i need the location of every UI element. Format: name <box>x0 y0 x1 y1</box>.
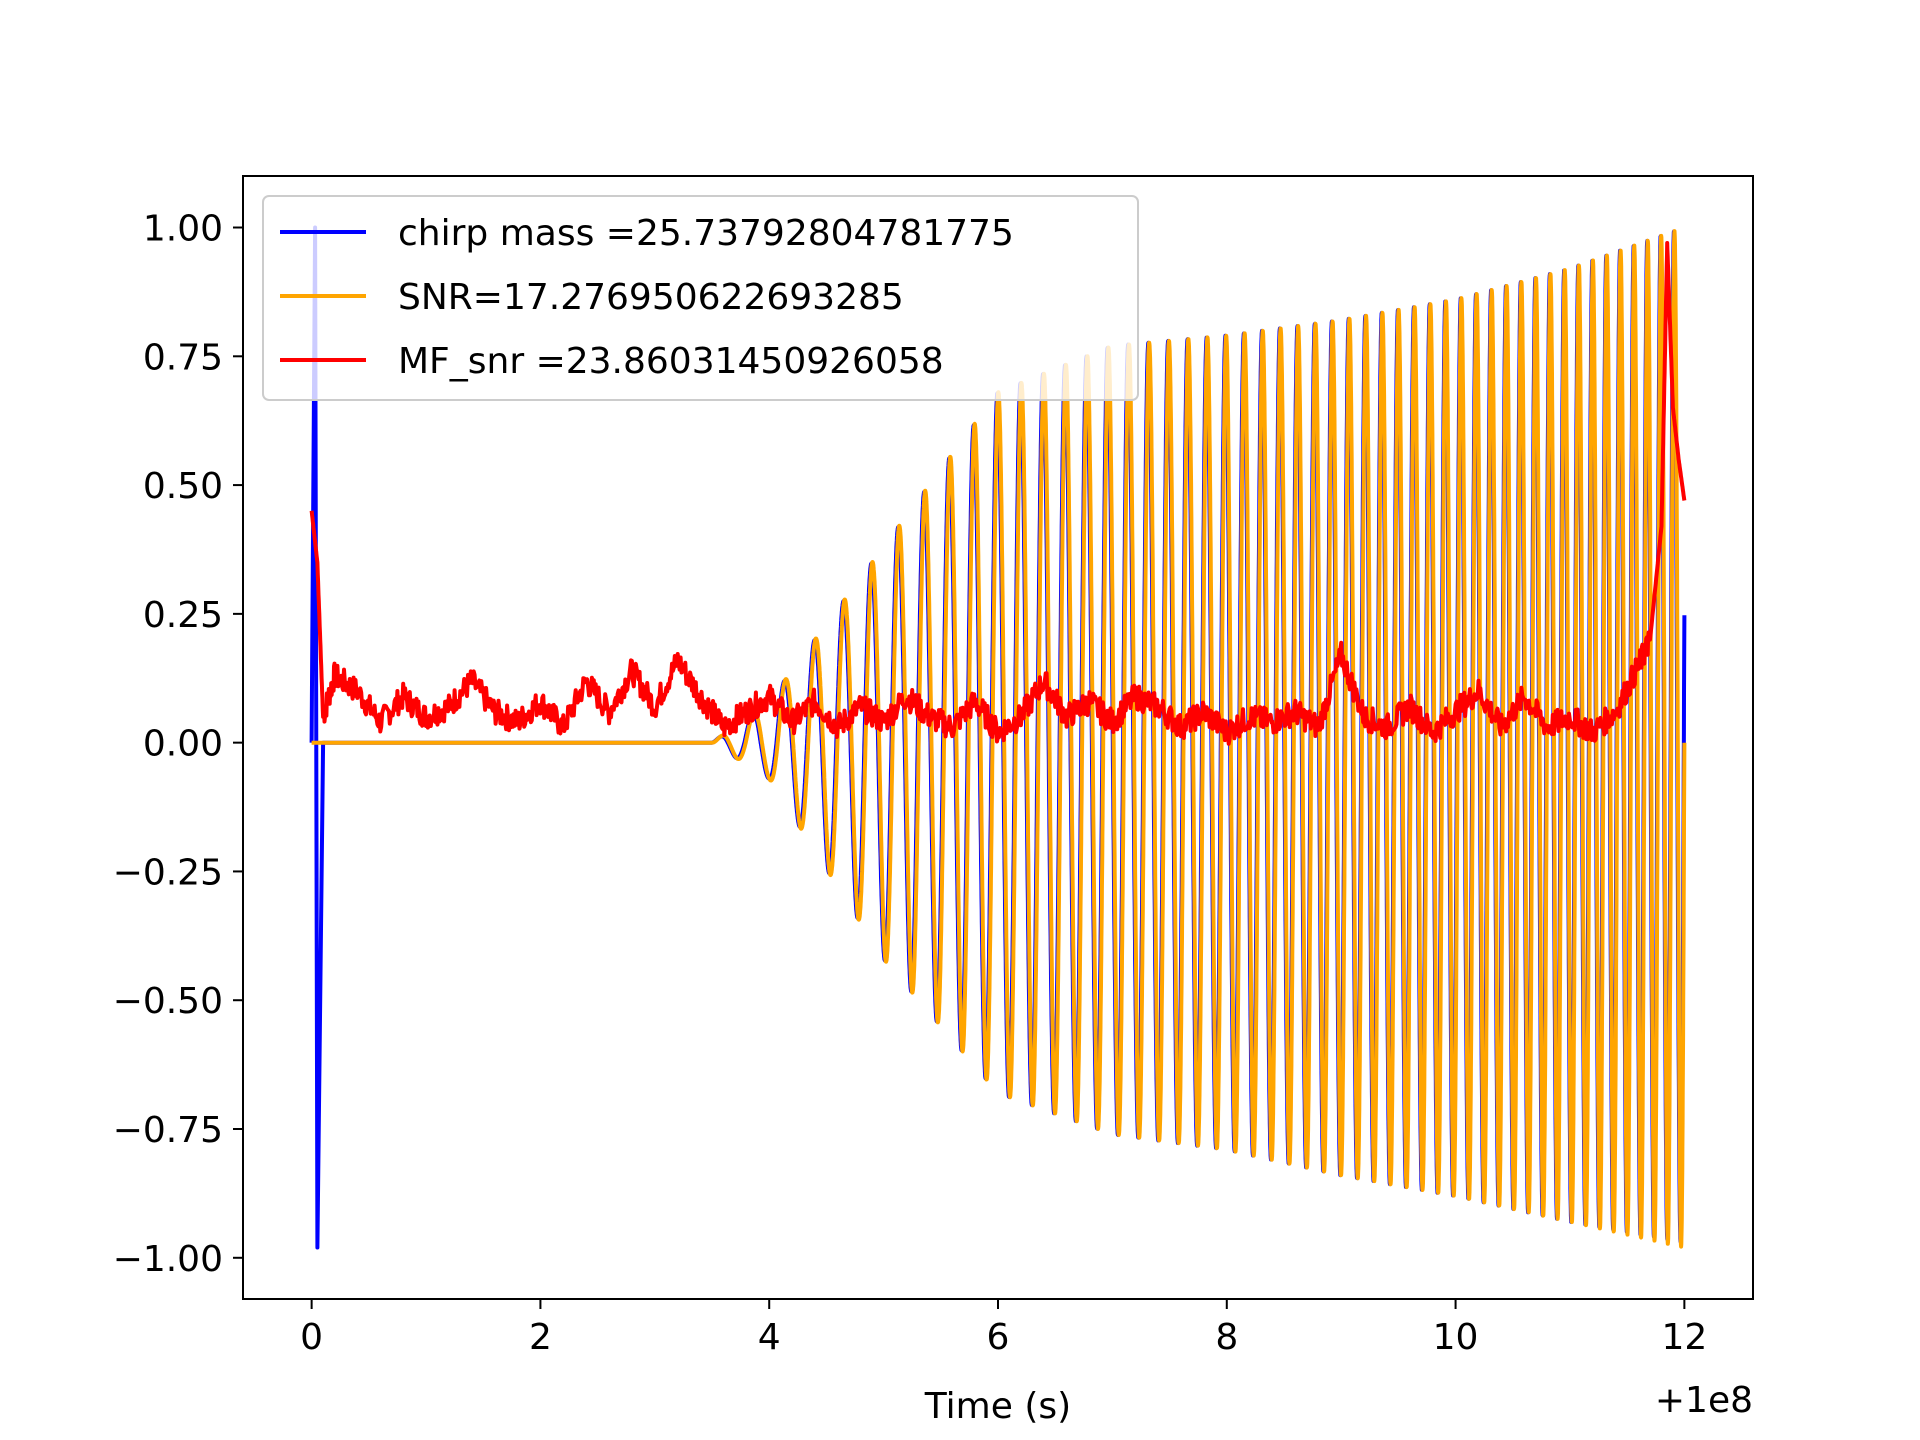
x-tick-label: 6 <box>987 1317 1010 1358</box>
x-axis-label: Time (s) <box>924 1386 1071 1427</box>
y-tick-label: 0.00 <box>143 724 223 765</box>
y-tick-label: 0.75 <box>143 337 223 378</box>
y-tick-label: 0.50 <box>143 466 223 507</box>
plot-area <box>309 225 1687 1250</box>
x-axis: 0 2 4 6 8 10 12 <box>300 1299 1707 1358</box>
y-axis: 1.00 0.75 0.50 0.25 0.00 −0.25 −0.50 −0.75 −1.00 <box>113 209 243 1280</box>
y-tick-label: −1.00 <box>113 1239 223 1280</box>
x-tick-label: 10 <box>1433 1317 1479 1358</box>
legend-label: SNR=17.276950622693285 <box>398 277 904 318</box>
series-line-mf-snr <box>309 241 1687 746</box>
legend: chirp mass =25.73792804781775 SNR=17.2769… <box>262 195 1139 401</box>
y-tick-label: 1.00 <box>143 209 223 250</box>
legend-box <box>262 195 1139 401</box>
y-tick-label: 0.25 <box>143 595 223 636</box>
x-axis-offset-label: +1e8 <box>1655 1380 1753 1421</box>
y-tick-label: −0.50 <box>113 981 223 1022</box>
y-tick-label: −0.75 <box>113 1110 223 1151</box>
series-line-snr <box>311 229 1687 1249</box>
y-tick-label: −0.25 <box>113 852 223 893</box>
x-tick-label: 4 <box>758 1317 781 1358</box>
x-tick-label: 0 <box>300 1317 323 1358</box>
legend-label: chirp mass =25.73792804781775 <box>398 213 1014 254</box>
x-tick-label: 2 <box>529 1317 552 1358</box>
legend-label: MF_snr =23.86031450926058 <box>398 341 944 382</box>
x-tick-label: 12 <box>1661 1317 1707 1358</box>
x-tick-label: 8 <box>1215 1317 1238 1358</box>
